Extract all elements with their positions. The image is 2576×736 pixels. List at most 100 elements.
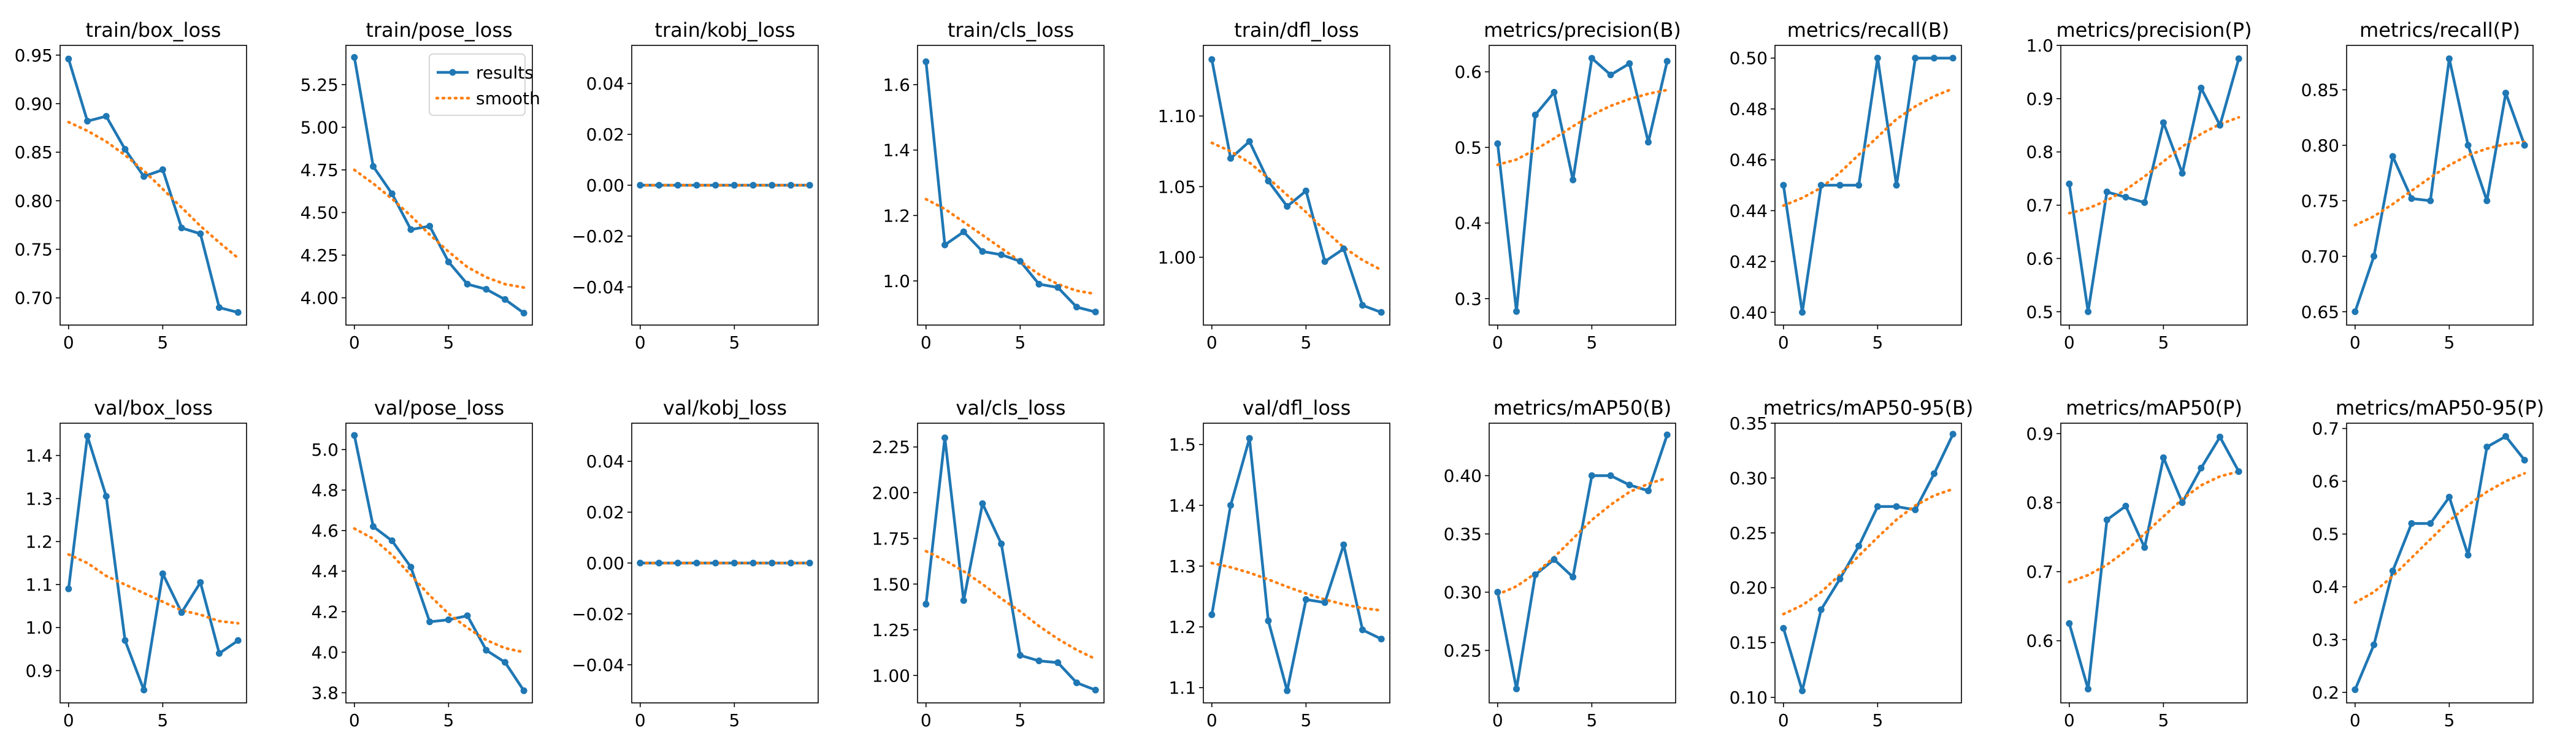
results-point	[2427, 519, 2434, 527]
y-tick-label: 1.3	[1168, 556, 1196, 577]
y-tick-label: 0.25	[1730, 523, 1768, 543]
y-tick-label: 0.00	[586, 175, 624, 196]
panel-title: train/pose_loss	[366, 18, 512, 42]
results-point	[2160, 119, 2167, 126]
chart-panel: metrics/mAP50-95(B) 0.10 0.15 0.20 0.25 0.30 0…	[1730, 396, 1974, 730]
results-point	[2198, 84, 2205, 91]
smooth-line	[2353, 140, 2526, 227]
results-point	[215, 304, 223, 311]
results-point	[769, 559, 776, 567]
y-tick-label: 0.10	[1730, 688, 1768, 708]
results-point	[787, 182, 794, 189]
y-tick-label: 0.48	[1730, 99, 1768, 120]
legend-smooth-label: smooth	[476, 88, 540, 109]
results-point	[2408, 519, 2415, 527]
results-point	[464, 280, 471, 288]
results-point	[960, 597, 967, 604]
y-tick-label: 0.4	[2312, 577, 2339, 597]
x-tick-label: 0	[349, 710, 360, 730]
results-point	[922, 600, 930, 608]
results-point	[1626, 60, 1633, 67]
x-tick-label: 0	[2350, 332, 2361, 353]
y-tick-label: 3.8	[311, 683, 339, 703]
y-tick-label: 0.6	[1454, 62, 1482, 82]
x-tick-label: 0	[349, 332, 360, 353]
results-point	[1836, 575, 1844, 583]
results-point	[998, 251, 1005, 258]
chart-panel: metrics/mAP50(P) 0.6 0.7 0.8 0.9 0 5	[2026, 396, 2248, 730]
results-point	[351, 432, 358, 439]
axes-frame	[2060, 45, 2248, 326]
results-point	[1663, 431, 1671, 439]
results-point	[712, 559, 719, 567]
results-point	[1780, 182, 1787, 189]
results-point	[1874, 55, 1881, 62]
results-point	[1570, 573, 1577, 581]
results-point	[501, 659, 508, 666]
results-point	[1340, 541, 1347, 548]
x-tick-label: 5	[1872, 332, 1883, 353]
x-tick-label: 5	[2444, 332, 2455, 353]
results-point	[2408, 195, 2415, 202]
results-point	[1016, 652, 1024, 659]
axes-frame	[345, 423, 533, 703]
results-point	[84, 432, 91, 440]
smooth-line	[67, 120, 240, 260]
results-point	[2464, 142, 2472, 149]
results-point	[2066, 620, 2073, 627]
results-point	[370, 523, 377, 531]
results-point	[140, 173, 148, 180]
y-tick-label: 4.50	[301, 202, 339, 223]
chart-panel: metrics/mAP50(B) 0.25 0.30 0.35 0.40 0 5	[1444, 396, 1676, 730]
results-line	[1782, 56, 1953, 314]
results-point	[1359, 302, 1366, 309]
panel-title: metrics/mAP50-95(B)	[1763, 396, 1974, 420]
results-point	[1531, 571, 1539, 578]
results-point	[483, 286, 490, 293]
results-point	[1321, 599, 1328, 606]
legend-results-label: results	[476, 63, 534, 83]
y-tick-label: 0.50	[1730, 48, 1768, 69]
smooth-line	[1782, 87, 1955, 207]
y-tick-label: 0.65	[2301, 302, 2339, 322]
y-tick-label: 0.6	[2026, 248, 2053, 269]
y-tick-label: 0.7	[2312, 419, 2339, 439]
results-point	[2085, 685, 2092, 692]
y-tick-label: 0.70	[15, 288, 53, 309]
axes-frame	[1774, 423, 1962, 703]
y-tick-label: 0.40	[1730, 302, 1768, 323]
results-point	[178, 609, 185, 616]
results-point	[730, 559, 738, 567]
x-tick-label: 0	[1206, 710, 1217, 730]
results-point	[1817, 182, 1825, 189]
y-tick-label: 4.8	[311, 480, 339, 500]
results-point	[1817, 606, 1825, 613]
y-tick-label: −0.04	[572, 277, 624, 297]
x-tick-label: 5	[2444, 710, 2455, 730]
smooth-line	[1210, 561, 1383, 612]
x-tick-label: 0	[63, 710, 74, 730]
y-tick-label: 1.3	[25, 489, 53, 509]
results-point	[121, 145, 129, 153]
results-point	[2179, 169, 2186, 177]
results-point	[1949, 55, 1957, 62]
smooth-line	[2068, 116, 2241, 215]
y-tick-label: 0.70	[2301, 247, 2339, 267]
x-tick-label: 5	[2158, 710, 2169, 730]
axes-frame	[59, 423, 247, 703]
results-point	[1644, 487, 1652, 494]
results-line	[1210, 437, 1382, 692]
results-point	[674, 559, 681, 567]
results-point	[2160, 454, 2167, 461]
y-tick-label: 0.02	[586, 502, 624, 523]
results-point	[1265, 177, 1272, 185]
legend: results smooth	[429, 53, 540, 116]
axes-frame	[631, 45, 819, 326]
results-point	[730, 182, 738, 189]
results-point	[749, 182, 757, 189]
axes-frame	[631, 423, 819, 703]
axes-frame	[2346, 423, 2534, 703]
results-point	[197, 579, 204, 586]
y-tick-label: 0.9	[2026, 89, 2053, 109]
y-tick-label: 1.4	[1168, 496, 1196, 516]
